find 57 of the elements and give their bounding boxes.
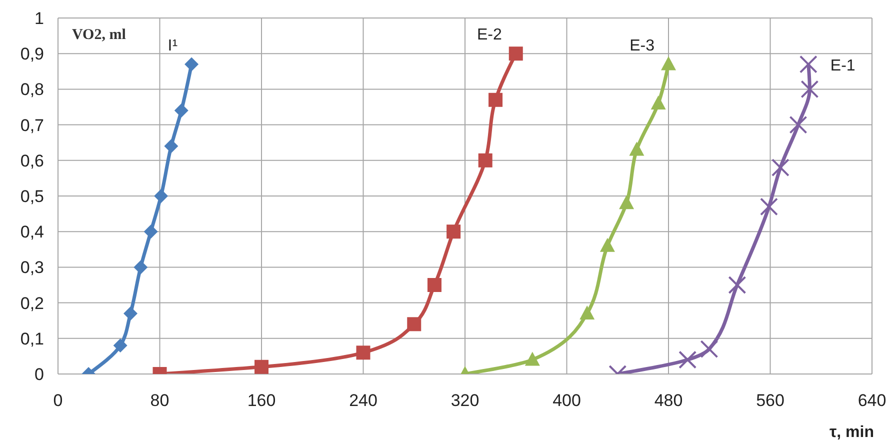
y-tick-label: 0 [34,365,44,384]
x-tick-label: 480 [654,391,683,410]
point [356,346,370,360]
point [113,338,128,353]
point [478,153,492,168]
point [184,57,199,72]
point [164,139,178,154]
point [661,56,676,70]
point [144,224,158,239]
point [650,95,666,110]
y-tick-label: 0,4 [20,222,44,242]
point [771,158,790,177]
point [524,352,540,366]
point [427,278,442,292]
point [629,142,644,156]
x-axis-title: τ, min [830,424,874,442]
y-tick-label: 0,2 [20,294,44,313]
point [760,198,778,216]
x-tick-label: 160 [247,391,276,410]
y-tick-label: 0,5 [20,187,44,206]
x-tick-label: 320 [450,391,480,410]
series-label: E-3 [630,37,655,54]
series-label: E-2 [476,26,502,44]
x-tick-label: 0 [53,391,63,410]
point [134,260,148,274]
point [508,46,523,61]
x-tick-label: 80 [150,391,170,410]
point [799,55,818,74]
point [123,306,138,320]
point [700,340,718,358]
point [174,104,188,118]
point [446,224,461,239]
y-tick-label: 0,3 [20,258,44,278]
point [407,317,422,332]
x-tick-label: 400 [552,391,581,410]
y-tick-label: 0,7 [20,116,44,135]
point [154,189,168,203]
point [600,238,615,252]
point [800,80,819,98]
y-tick-label: 0,6 [20,151,44,170]
y-tick-label: 0,9 [20,44,44,64]
y-tick-label: 0,1 [20,329,44,348]
x-tick-label: 240 [349,391,378,410]
point [254,360,268,374]
point [488,92,503,107]
point [619,195,634,210]
y-tick-label: 0,8 [20,80,44,100]
y-axis-title: VO2, ml [72,27,126,44]
point [728,276,746,294]
series-label: I¹ [168,37,178,54]
x-tick-label: 560 [756,391,784,410]
point [789,116,808,134]
y-tick-label: 1 [34,9,44,28]
series-label: E-1 [830,57,856,74]
x-tick-label: 640 [858,391,886,410]
point [678,350,697,369]
point [580,305,595,320]
